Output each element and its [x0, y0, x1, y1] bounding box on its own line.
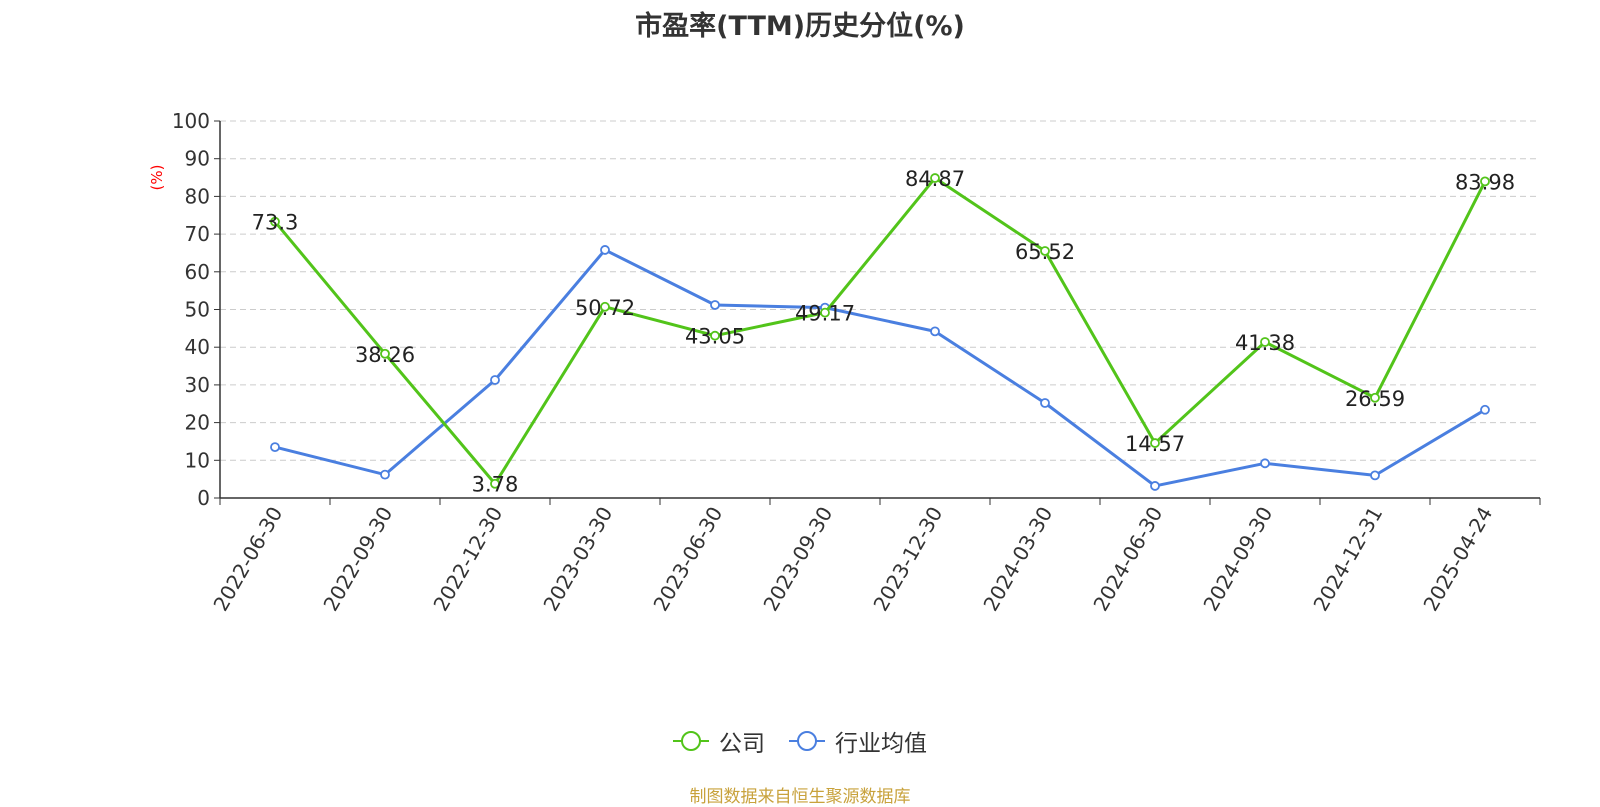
x-tick-label: 2024-03-30	[978, 503, 1057, 616]
data-label: 3.78	[472, 473, 519, 497]
legend-marker-industry-average	[789, 731, 825, 751]
data-label: 14.57	[1125, 432, 1185, 456]
y-tick-label: 70	[185, 222, 210, 246]
data-label: 49.17	[795, 302, 855, 326]
y-tick-label: 0	[197, 486, 210, 510]
data-label: 83.98	[1455, 170, 1515, 194]
x-tick-label: 2022-06-30	[208, 503, 287, 616]
x-tick-label: 2025-04-24	[1418, 503, 1497, 616]
y-tick-label: 60	[185, 260, 210, 284]
data-label: 43.05	[685, 325, 745, 349]
data-point-industry-average	[490, 375, 500, 385]
data-point-industry-average	[1040, 398, 1050, 408]
y-tick-label: 90	[185, 147, 210, 171]
legend-marker-company	[673, 731, 709, 751]
chart-legend: 公司 行业均值	[0, 724, 1600, 758]
x-tick-label: 2022-09-30	[318, 503, 397, 616]
data-point-industry-average	[1260, 458, 1270, 469]
x-tick-label: 2023-03-30	[538, 503, 617, 616]
y-tick-label: 30	[185, 373, 210, 397]
x-tick-label: 2023-09-30	[758, 503, 837, 616]
data-point-industry-average	[710, 300, 720, 310]
data-point-industry-average	[380, 469, 390, 480]
data-label: 50.72	[575, 296, 635, 320]
data-label: 38.26	[355, 343, 415, 367]
y-tick-label: 10	[185, 448, 210, 472]
y-tick-label: 40	[185, 335, 210, 359]
data-point-industry-average	[270, 442, 280, 453]
data-point-company	[1150, 438, 1160, 448]
x-tick-label: 2023-06-30	[648, 503, 727, 616]
data-point-company	[1480, 176, 1490, 187]
data-point-company	[1370, 392, 1380, 403]
data-point-company	[930, 173, 940, 183]
legend-item-company[interactable]: 公司	[673, 724, 765, 758]
data-point-industry-average	[1480, 404, 1490, 415]
data-point-company	[600, 301, 610, 312]
data-point-company	[710, 330, 720, 341]
y-axis-label: (%)	[148, 165, 166, 191]
legend-label-company: 公司	[719, 731, 765, 757]
series-line-industry-average	[274, 248, 1486, 488]
data-point-company	[1040, 246, 1050, 256]
data-point-company	[1260, 337, 1270, 347]
x-tick-label: 2022-12-30	[428, 503, 507, 616]
data-label: 73.3	[252, 211, 299, 235]
data-label: 26.59	[1345, 387, 1405, 411]
y-tick-label: 50	[185, 298, 210, 322]
data-label: 65.52	[1015, 240, 1075, 264]
series-line-company	[273, 176, 1487, 486]
data-point-industry-average	[930, 326, 940, 337]
data-point-company	[490, 478, 500, 489]
data-point-industry-average	[1150, 481, 1160, 491]
x-tick-label: 2024-06-30	[1088, 503, 1167, 616]
data-point-industry-average	[1370, 470, 1380, 481]
y-tick-label: 100	[172, 109, 210, 133]
data-label: 41.38	[1235, 331, 1295, 355]
data-point-company	[270, 216, 280, 227]
legend-label-industry-average: 行业均值	[835, 731, 927, 757]
legend-item-industry-average[interactable]: 行业均值	[789, 724, 927, 758]
data-point-company	[820, 307, 830, 318]
chart-title: 市盈率(TTM)历史分位(%)	[635, 11, 965, 42]
data-label: 84.87	[905, 167, 965, 191]
y-tick-label: 80	[185, 184, 210, 208]
data-point-industry-average	[600, 245, 610, 255]
x-tick-label: 2024-12-31	[1308, 503, 1387, 616]
x-tick-label: 2024-09-30	[1198, 503, 1277, 616]
x-tick-label: 2023-12-30	[868, 503, 947, 616]
data-source-note: 制图数据来自恒生聚源数据库	[689, 787, 911, 807]
data-point-company	[380, 348, 390, 359]
y-tick-label: 20	[185, 411, 210, 435]
